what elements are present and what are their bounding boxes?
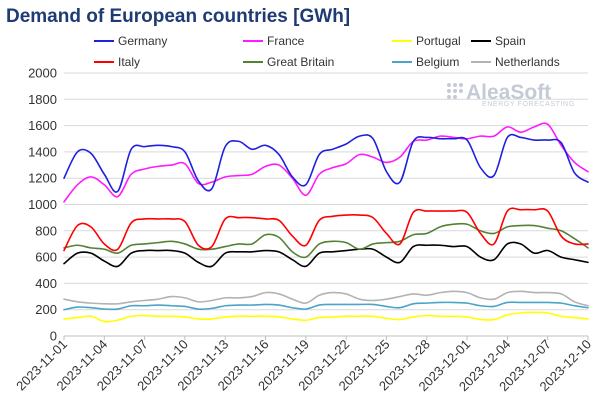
legend-label-belgium: Belgium (416, 55, 459, 69)
series-line-germany (63, 133, 589, 193)
logo-subtext: ENERGY FORECASTING (482, 101, 575, 108)
logo-icon (447, 83, 463, 99)
legend-label-germany: Germany (118, 34, 167, 48)
y-tick-label: 1000 (28, 197, 57, 212)
y-tick-label: 200 (35, 302, 57, 317)
y-tick-label: 1600 (28, 118, 57, 133)
series-line-netherlands (63, 290, 589, 307)
y-tick-label: 600 (35, 250, 57, 265)
y-tick-label: 400 (35, 276, 57, 291)
y-tick-label: 1200 (28, 171, 57, 186)
y-tick-label: 1800 (28, 92, 57, 107)
x-axis: 2023-11-012023-11-042023-11-072023-11-10… (13, 336, 594, 394)
logo-text: AleaSoft (466, 81, 551, 104)
y-axis: 0 200 400 600 800 1000 1200 1400 1600 1800 2000 (28, 66, 57, 344)
legend-label-france: France (267, 34, 305, 48)
legend-label-netherlands: Netherlands (495, 55, 560, 69)
series-line-france (63, 122, 589, 203)
legend-label-spain: Spain (495, 34, 526, 48)
y-tick-label: 800 (35, 223, 57, 238)
legend-label-portugal: Portugal (416, 34, 461, 48)
y-tick-label: 0 (50, 329, 57, 344)
y-tick-label: 2000 (28, 66, 57, 81)
y-tick-label: 1400 (28, 144, 57, 159)
series-line-italy (63, 207, 589, 252)
series-line-portugal (63, 311, 589, 323)
legend-label-great-britain: Great Britain (267, 55, 334, 69)
series-line-belgium (63, 301, 589, 311)
chart-title: Demand of European countries [GWh] (6, 6, 350, 27)
legend-label-italy: Italy (118, 55, 140, 69)
series-line-spain (63, 241, 589, 268)
logo: AleaSoft ENERGY FORECASTING (447, 81, 575, 108)
series-group (63, 122, 589, 323)
legend: Germany France Portugal Spain Italy Great Bri… (94, 34, 560, 69)
grid (64, 72, 588, 337)
